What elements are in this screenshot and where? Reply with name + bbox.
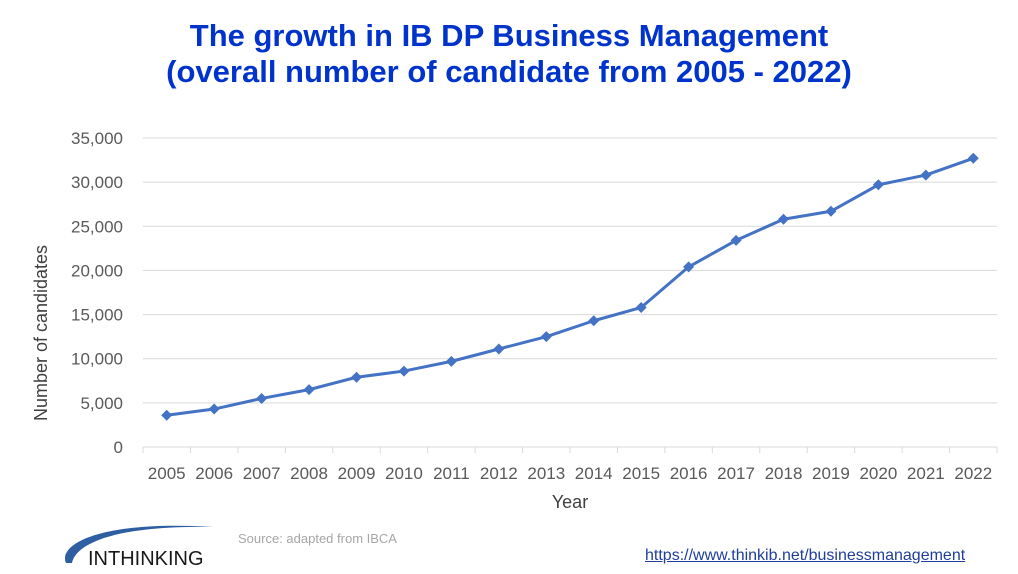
x-tick-label: 2012 (480, 464, 518, 483)
data-point-marker (208, 403, 220, 415)
x-tick-label: 2009 (338, 464, 376, 483)
data-point-marker (493, 343, 505, 355)
data-point-marker (730, 234, 742, 246)
x-tick-label: 2019 (812, 464, 850, 483)
source-note: Source: adapted from IBCA (238, 531, 397, 546)
data-point-marker (683, 261, 695, 273)
y-tick-label: 10,000 (71, 350, 123, 369)
thinkib-link[interactable]: https://www.thinkib.net/businessmanageme… (645, 547, 966, 564)
x-tick-label: 2005 (148, 464, 186, 483)
x-tick-label: 2022 (954, 464, 992, 483)
data-point-marker (872, 179, 884, 191)
data-point-marker (825, 205, 837, 217)
x-tick-label: 2016 (670, 464, 708, 483)
data-point-marker (351, 371, 362, 383)
y-tick-label: 35,000 (71, 129, 123, 148)
data-point-marker (920, 169, 932, 181)
chart-title-line2: (overall number of candidate from 2005 -… (166, 54, 852, 89)
data-point-marker (588, 315, 600, 327)
x-tick-label: 2007 (243, 464, 281, 483)
y-tick-label: 20,000 (71, 261, 123, 280)
x-axis-label: Year (552, 492, 588, 512)
x-tick-label: 2006 (195, 464, 233, 483)
data-point-marker (161, 409, 173, 421)
data-point-marker (540, 331, 552, 343)
x-tick-label: 2017 (717, 464, 755, 483)
y-axis-label: Number of candidates (31, 245, 51, 421)
y-tick-label: 30,000 (71, 173, 123, 192)
data-point-marker (303, 384, 315, 396)
x-tick-label: 2010 (385, 464, 423, 483)
x-tick-label: 2011 (433, 464, 470, 483)
y-tick-label: 0 (114, 438, 123, 457)
data-point-marker (635, 302, 647, 314)
x-tick-label: 2008 (290, 464, 328, 483)
logo-text: INTHINKING (88, 548, 204, 570)
y-tick-label: 5,000 (80, 394, 123, 413)
y-tick-label: 25,000 (71, 217, 123, 236)
x-tick-label: 2013 (527, 464, 565, 483)
x-tick-label: 2021 (907, 464, 945, 483)
data-point-marker (967, 152, 979, 164)
data-point-marker (256, 392, 268, 404)
data-point-marker (778, 213, 789, 225)
x-tick-label: 2020 (859, 464, 897, 483)
data-point-marker (398, 365, 410, 377)
inthinking-logo: INTHINKING (65, 525, 213, 570)
logo-swoosh-icon (65, 525, 213, 563)
chart-title-line1: The growth in IB DP Business Management (189, 18, 829, 53)
x-tick-label: 2015 (622, 464, 660, 483)
series-line (166, 156, 974, 417)
data-point-marker (445, 355, 457, 367)
x-tick-label: 2018 (765, 464, 803, 483)
x-tick-label: 2014 (575, 464, 613, 483)
y-tick-label: 15,000 (71, 306, 123, 325)
